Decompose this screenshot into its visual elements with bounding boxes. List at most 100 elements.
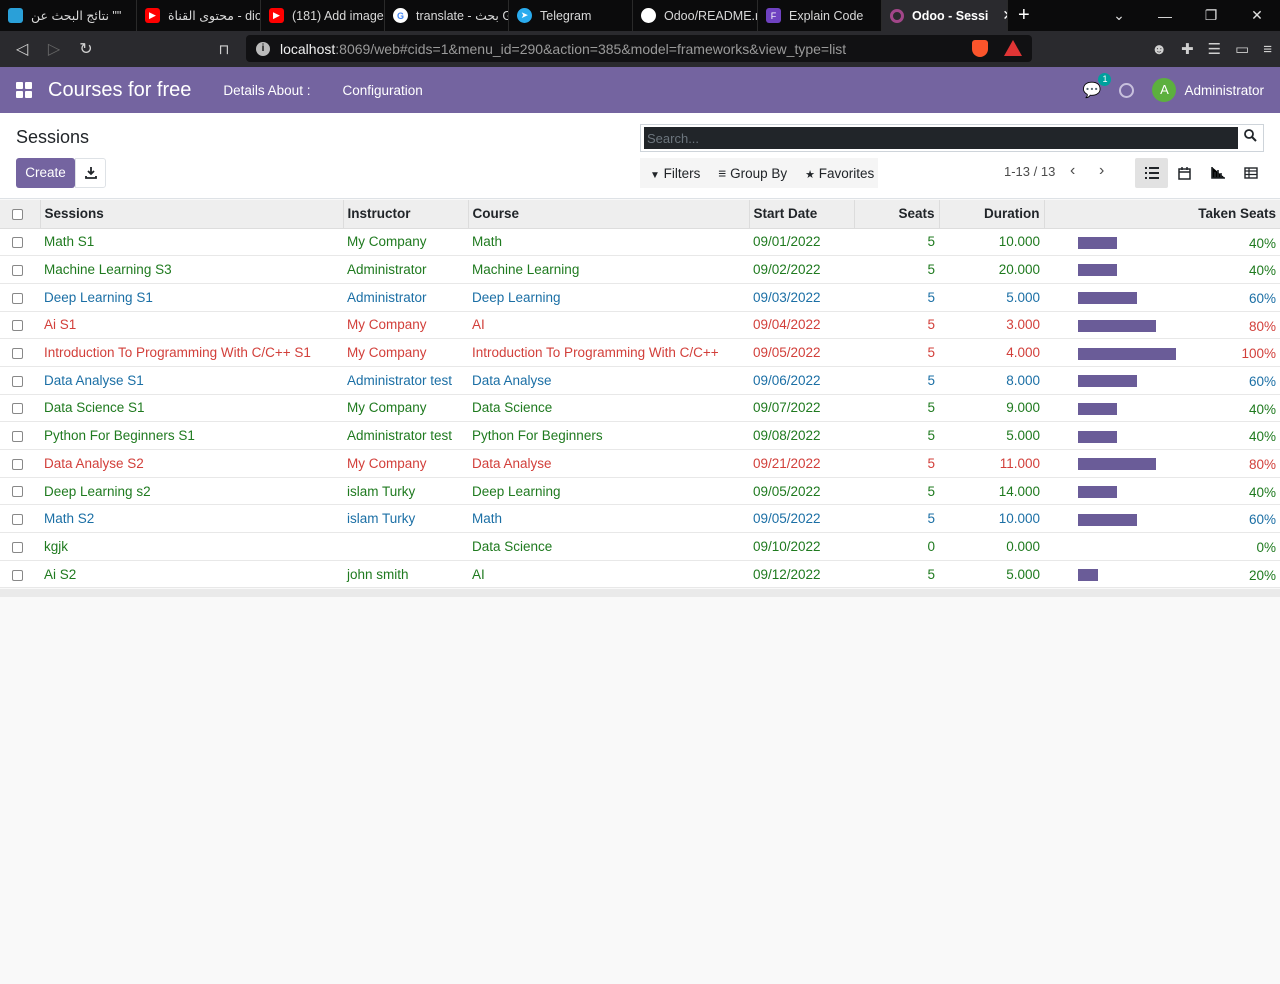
cell-course[interactable]: Python For Beginners	[468, 421, 749, 450]
activity-clock-icon[interactable]	[1119, 82, 1135, 98]
cell-instructor[interactable]: Administrator	[343, 255, 468, 284]
cell-session[interactable]: Data Analyse S1	[40, 366, 343, 395]
cell-course[interactable]: AI	[468, 560, 749, 589]
cell-start-date[interactable]: 09/01/2022	[749, 228, 854, 257]
row-checkbox[interactable]	[12, 514, 23, 526]
puzzle-icon[interactable]: ✚	[1181, 41, 1194, 58]
row-checkbox[interactable]	[12, 237, 23, 249]
cell-instructor[interactable]: islam Turky	[343, 504, 468, 534]
row-checkbox[interactable]	[12, 403, 23, 415]
cell-duration[interactable]: 4.000	[939, 338, 1044, 367]
back-icon[interactable]: ◁	[15, 41, 29, 58]
cell-course[interactable]: Math	[468, 228, 749, 257]
cell-course[interactable]: Introduction To Programming With C/C++	[468, 338, 749, 367]
row-checkbox[interactable]	[12, 264, 23, 276]
menu-configuration[interactable]: Configuration	[342, 82, 423, 98]
column-header-taken-seats[interactable]: Taken Seats	[1044, 200, 1280, 229]
forward-icon[interactable]: ▷	[47, 41, 61, 58]
cell-session[interactable]: Python For Beginners S1	[40, 421, 343, 450]
cell-duration[interactable]: 9.000	[939, 394, 1044, 423]
row-checkbox[interactable]	[12, 375, 23, 387]
cell-seats[interactable]: 5	[854, 366, 939, 395]
table-row[interactable]: Python For Beginners S1 Administrator tes…	[0, 421, 1280, 450]
browser-tab[interactable]: Odoo/README.r	[633, 0, 758, 31]
browser-tab[interactable]: ▶ (181) Add image	[261, 0, 385, 31]
cell-instructor[interactable]: Administrator test	[343, 366, 468, 395]
table-row[interactable]: Machine Learning S3 Administrator Machine …	[0, 255, 1280, 284]
cell-instructor[interactable]: Administrator test	[343, 421, 468, 450]
new-tab-button[interactable]: +	[1018, 4, 1030, 26]
cell-start-date[interactable]: 09/02/2022	[749, 255, 854, 284]
address-bar[interactable]: i localhost :8069/web#cids=1&menu_id=290…	[246, 35, 1032, 62]
wallet-icon[interactable]: ▭	[1235, 41, 1250, 58]
cell-instructor[interactable]: My Company	[343, 338, 468, 367]
browser-tab[interactable]: ➤ Telegram	[509, 0, 633, 31]
cell-seats[interactable]: 5	[854, 560, 939, 589]
cell-instructor[interactable]: islam Turky	[343, 477, 468, 506]
menu-icon[interactable]: ≡	[1263, 40, 1272, 58]
cell-start-date[interactable]: 09/21/2022	[749, 449, 854, 478]
pager-previous-icon[interactable]: ‹	[1070, 162, 1076, 179]
row-checkbox[interactable]	[12, 320, 23, 332]
cell-course[interactable]: Deep Learning	[468, 283, 749, 312]
cell-session[interactable]: kgjk	[40, 532, 343, 561]
cell-taken-seats[interactable]: 40%	[1044, 477, 1280, 506]
table-row[interactable]: Data Science S1 My Company Data Science 09/…	[0, 394, 1280, 423]
pager-next-icon[interactable]: ›	[1099, 162, 1105, 179]
pivot-view-button[interactable]	[1234, 158, 1267, 188]
cell-taken-seats[interactable]: 40%	[1044, 394, 1280, 423]
browser-tab-active[interactable]: Odoo - Sessi ✕	[882, 0, 1008, 31]
cell-instructor[interactable]	[343, 532, 468, 561]
search-icon[interactable]	[1244, 129, 1257, 142]
cell-course[interactable]: Data Science	[468, 532, 749, 561]
column-header-seats[interactable]: Seats	[854, 200, 940, 229]
favorites-dropdown[interactable]: ★ Favorites	[805, 166, 874, 181]
row-checkbox[interactable]	[12, 569, 23, 581]
cell-taken-seats[interactable]: 40%	[1044, 421, 1280, 450]
table-row[interactable]: Deep Learning S1 Administrator Deep Learni…	[0, 283, 1280, 312]
cell-taken-seats[interactable]: 100%	[1044, 338, 1280, 367]
brave-rewards-icon[interactable]	[1004, 40, 1022, 56]
cell-duration[interactable]: 10.000	[939, 228, 1044, 257]
cell-taken-seats[interactable]: 60%	[1044, 283, 1280, 312]
table-row[interactable]: kgjk Data Science 09/10/2022 0 0.000 0%	[0, 532, 1280, 561]
groupby-dropdown[interactable]: ≡ Group By	[718, 166, 787, 181]
cell-session[interactable]: Machine Learning S3	[40, 255, 343, 284]
site-info-icon[interactable]: i	[256, 41, 270, 56]
cell-taken-seats[interactable]: 80%	[1044, 311, 1280, 340]
cell-seats[interactable]: 5	[854, 449, 939, 478]
cell-seats[interactable]: 5	[854, 255, 939, 284]
restore-icon[interactable]: ❐	[1204, 7, 1218, 23]
cell-duration[interactable]: 5.000	[939, 560, 1044, 589]
cell-session[interactable]: Deep Learning s2	[40, 477, 343, 506]
minimize-icon[interactable]: —	[1158, 7, 1172, 24]
cell-session[interactable]: Data Science S1	[40, 394, 343, 423]
row-checkbox[interactable]	[12, 431, 23, 443]
table-row[interactable]: Deep Learning s2 islam Turky Deep Learning…	[0, 477, 1280, 506]
cell-start-date[interactable]: 09/06/2022	[749, 366, 854, 395]
row-checkbox[interactable]	[12, 348, 23, 360]
column-header-course[interactable]: Course	[468, 200, 750, 229]
select-all-checkbox[interactable]	[12, 209, 23, 221]
bookmark-icon[interactable]: ⊓	[218, 40, 230, 57]
cell-seats[interactable]: 5	[854, 477, 939, 506]
cell-course[interactable]: Machine Learning	[468, 255, 749, 284]
cell-seats[interactable]: 5	[854, 283, 939, 312]
cell-duration[interactable]: 8.000	[939, 366, 1044, 395]
cell-seats[interactable]: 5	[854, 228, 939, 257]
brave-shield-icon[interactable]	[972, 40, 988, 57]
cell-course[interactable]: Data Analyse	[468, 366, 749, 395]
cell-start-date[interactable]: 09/08/2022	[749, 421, 854, 450]
table-row[interactable]: Data Analyse S2 My Company Data Analyse 09/…	[0, 449, 1280, 478]
row-checkbox[interactable]	[12, 541, 23, 553]
cell-instructor[interactable]: My Company	[343, 394, 468, 423]
app-brand[interactable]: Courses for free	[48, 78, 192, 101]
cell-taken-seats[interactable]: 40%	[1044, 228, 1280, 257]
tab-search-icon[interactable]: ⌄	[1113, 7, 1125, 23]
graph-view-button[interactable]	[1201, 158, 1234, 188]
create-button[interactable]: Create	[16, 158, 75, 188]
cell-session[interactable]: Introduction To Programming With C/C++ S…	[40, 338, 343, 367]
pager-value[interactable]: 1-13 / 13	[1004, 164, 1056, 179]
cell-session[interactable]: Math S2	[40, 504, 343, 534]
table-row[interactable]: Math S1 My Company Math 09/01/2022 5 10.000 40…	[0, 228, 1280, 257]
